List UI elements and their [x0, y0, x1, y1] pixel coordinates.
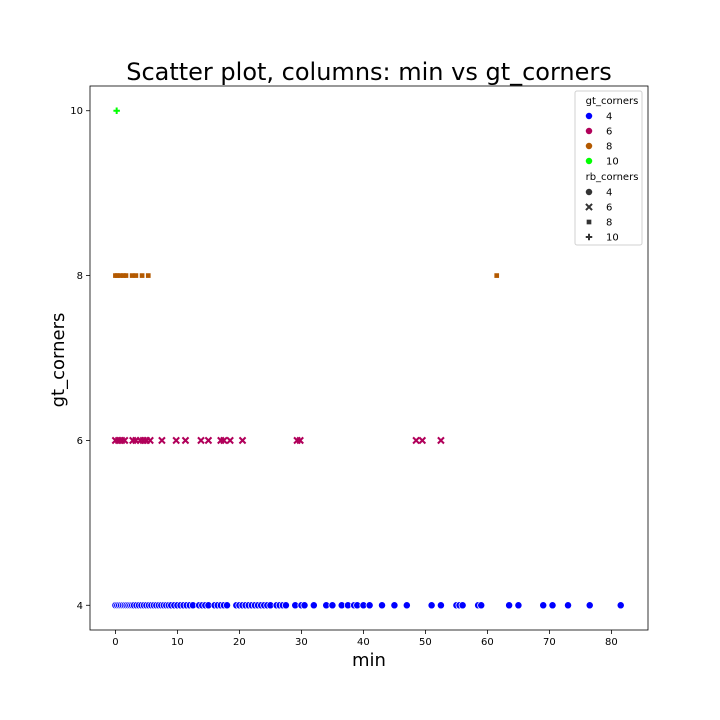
legend-style-label: 8 [606, 218, 612, 229]
data-point-gt6 [412, 436, 420, 445]
data-point-gt8 [123, 273, 129, 278]
data-point-gt8 [121, 273, 126, 278]
legend-hue-marker [585, 127, 593, 135]
data-point-gt6 [418, 436, 427, 445]
data-point-gt6 [437, 436, 445, 445]
y-tick-label: 4 [77, 601, 83, 612]
legend-hue-marker [585, 112, 593, 120]
legend-style-label: 4 [606, 188, 612, 199]
legend-hue-marker [585, 142, 593, 150]
y-axis: 4 6 8 10 [70, 106, 90, 612]
legend-style-marker [585, 188, 593, 196]
legend-hue-label: 8 [606, 142, 612, 153]
data-point-gt8 [118, 273, 123, 278]
legend-style-label: 6 [606, 203, 612, 214]
data-point-gt8 [494, 273, 500, 278]
legend: gt_corners rb_corners 4 6 8 10 4 6 8 10 [574, 90, 643, 246]
data-point-gt6 [158, 436, 166, 445]
data-point-gt4 [564, 601, 572, 610]
data-point-gt4 [436, 601, 445, 610]
x-tick-label: 0 [112, 637, 118, 648]
data-point-gt8 [139, 273, 145, 278]
x-tick-label: 40 [357, 637, 370, 648]
data-point-gt4 [505, 601, 514, 610]
data-point-gt4 [300, 601, 309, 610]
y-axis-label: gt_corners [48, 313, 69, 408]
data-point-gt4 [365, 601, 374, 610]
legend-style-title: rb_corners [586, 172, 639, 183]
x-axis: 0 10 20 30 40 50 60 70 80 [112, 630, 618, 648]
data-point-gt6 [181, 436, 190, 445]
legend-hue-marker [585, 157, 593, 165]
data-point-gt4 [309, 601, 318, 610]
y-tick-label: 6 [77, 436, 83, 447]
data-point-gt8 [145, 273, 151, 278]
data-point-gt4 [390, 601, 399, 610]
x-tick-label: 80 [605, 637, 618, 648]
y-tick-label: 10 [70, 106, 83, 117]
data-point-gt4 [281, 601, 290, 610]
data-point-gt4 [585, 601, 594, 610]
legend-hue-title: gt_corners [586, 96, 639, 107]
data-point-gt4 [514, 601, 523, 610]
data-point-gt6 [204, 436, 213, 445]
data-point-gt6 [197, 436, 205, 445]
data-point-gt4 [427, 601, 436, 610]
x-tick-label: 10 [171, 637, 184, 648]
legend-style-marker [586, 219, 592, 225]
legend-style-marker [585, 233, 593, 241]
x-tick-label: 30 [295, 637, 308, 648]
x-tick-label: 60 [481, 637, 494, 648]
data-point-gt8 [129, 273, 135, 278]
data-point-gt4 [223, 601, 231, 610]
data-point-gt6 [120, 436, 129, 445]
legend-style-label: 10 [606, 233, 619, 244]
data-point-gt6 [238, 436, 247, 445]
data-points [111, 107, 625, 610]
data-point-gt6 [226, 436, 234, 445]
y-tick-label: 8 [77, 271, 83, 282]
data-point-gt8 [133, 273, 139, 278]
data-point-gt4 [548, 601, 557, 610]
x-axis-label: min [352, 650, 386, 671]
x-tick-label: 20 [233, 637, 246, 648]
legend-hue-label: 4 [606, 112, 612, 123]
data-point-gt4 [616, 601, 625, 610]
data-point-gt6 [172, 436, 180, 445]
legend-hue-label: 10 [606, 157, 619, 168]
plot-area-frame [89, 85, 649, 631]
data-point-gt4 [477, 601, 486, 610]
data-point-gt6 [296, 436, 304, 445]
data-point-gt4 [402, 601, 411, 610]
x-tick-label: 70 [543, 637, 556, 648]
legend-style-marker [585, 203, 593, 211]
chart-title: Scatter plot, columns: min vs gt_corners [126, 58, 612, 86]
data-point-gt6 [220, 436, 228, 445]
x-tick-label: 50 [419, 637, 432, 648]
data-point-gt10 [113, 107, 120, 114]
data-point-gt4 [378, 601, 386, 610]
legend-hue-label: 6 [606, 127, 612, 138]
data-point-gt6 [146, 436, 154, 445]
data-point-gt4 [328, 601, 337, 610]
data-point-gt4 [458, 601, 467, 610]
data-point-gt8 [114, 273, 120, 278]
data-point-gt4 [539, 601, 548, 610]
